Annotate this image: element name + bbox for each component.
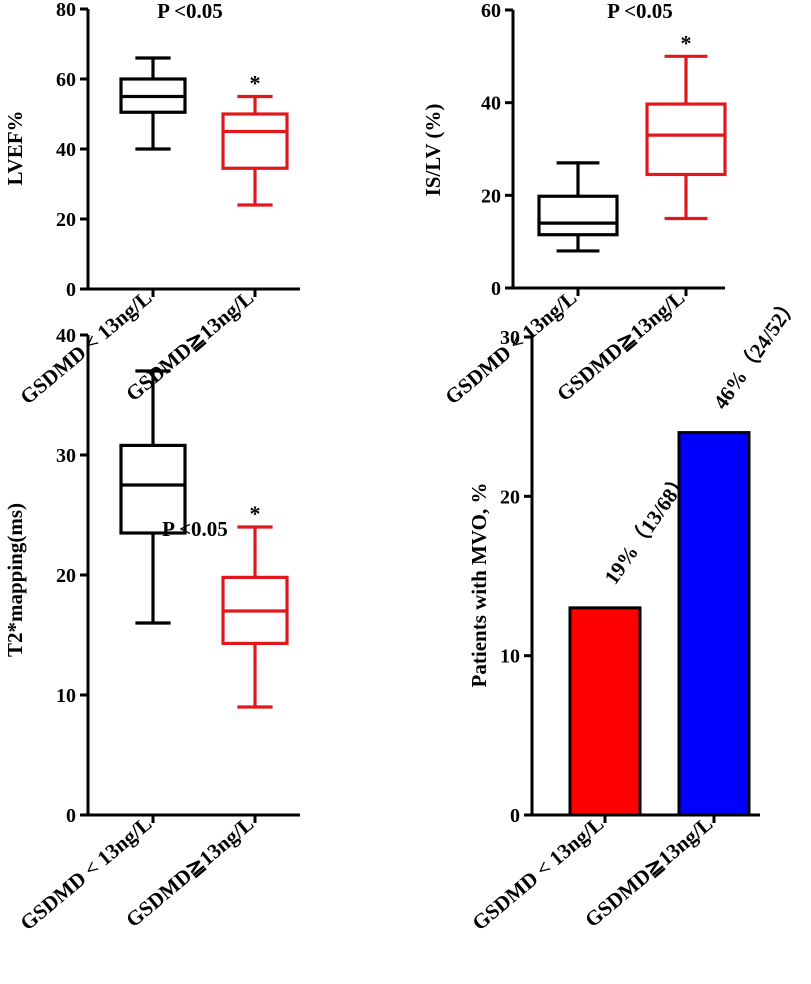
y-axis-title: T2*mapping(ms) [3, 503, 27, 657]
y-tick-label: 40 [56, 325, 76, 347]
y-tick-label: 10 [500, 646, 520, 668]
y-axis-title: IS/LV (%) [421, 104, 445, 197]
p-value-annotation: P <0.05 [157, 0, 223, 23]
y-tick-label: 20 [481, 185, 501, 207]
p-value-annotation: P <0.05 [607, 0, 673, 23]
box-iqr [645, 102, 727, 177]
box-plot [537, 161, 619, 253]
box-iqr [221, 112, 289, 170]
bar [677, 431, 751, 817]
y-axis-title: Patients with MVO, % [467, 483, 491, 688]
y-tick-label: 0 [510, 805, 520, 827]
y-tick-label: 20 [56, 209, 76, 231]
y-tick-label: 40 [56, 139, 76, 161]
y-tick-label: 20 [56, 565, 76, 587]
y-axis-title: LVEF% [3, 110, 27, 185]
y-tick-label: 0 [66, 279, 76, 301]
box-plot: * [221, 501, 289, 709]
box-iqr [119, 443, 187, 535]
y-tick-label: 10 [56, 685, 76, 707]
y-tick-label: 0 [66, 805, 76, 827]
y-tick-label: 40 [481, 93, 501, 115]
significance-star: * [681, 30, 692, 55]
bar-label: 46%（24/52） [708, 292, 803, 414]
significance-star: * [250, 501, 261, 526]
box-iqr [537, 194, 619, 237]
p-value-annotation: P <0.05 [162, 517, 228, 541]
y-tick-label: 30 [56, 445, 76, 467]
bar [568, 606, 642, 817]
box-plot: * [221, 71, 289, 207]
significance-star: * [250, 71, 261, 96]
y-tick-label: 60 [481, 0, 501, 22]
y-tick-label: 80 [56, 0, 76, 21]
y-tick-label: 20 [500, 486, 520, 508]
box-plot [119, 369, 187, 625]
y-tick-label: 30 [500, 327, 520, 349]
box-plot: * [645, 30, 727, 221]
y-tick-label: 0 [491, 278, 501, 300]
box-plot [119, 56, 187, 151]
y-tick-label: 60 [56, 69, 76, 91]
